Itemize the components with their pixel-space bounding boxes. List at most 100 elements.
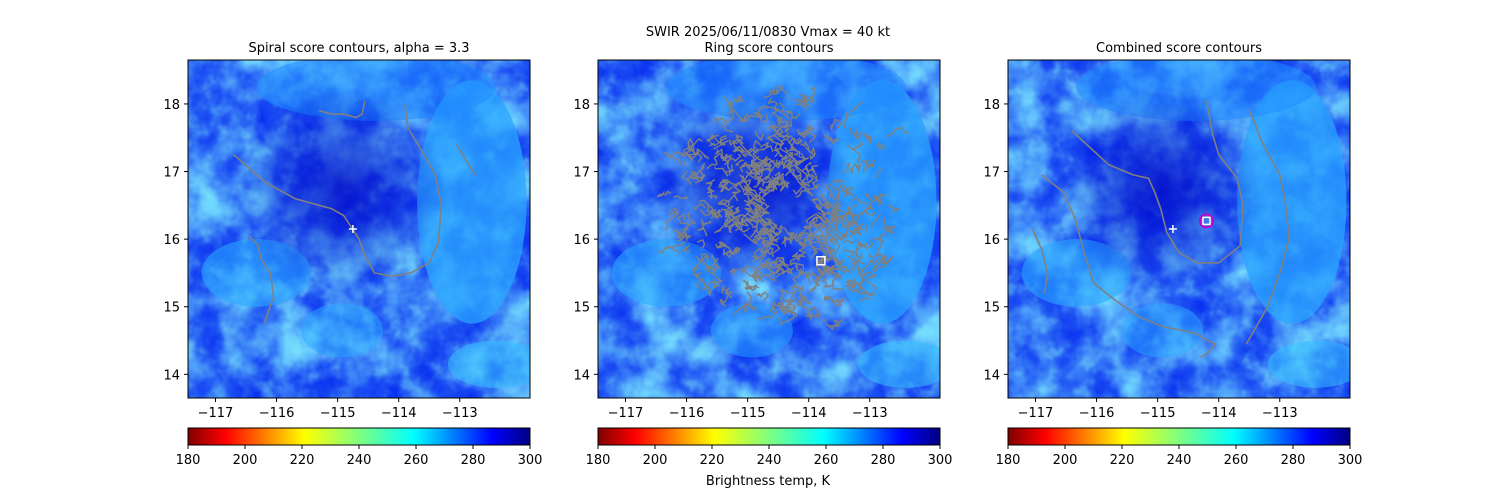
ring-contour [823,295,831,301]
ring-contour [831,265,844,272]
ring-contour [823,134,840,144]
ring-contour [769,304,779,315]
ring-contour [824,244,833,255]
ring-contour [696,239,706,249]
ring-contour [762,227,772,245]
ring-contour [718,241,730,249]
ring-contour [809,227,828,248]
ring-contour [824,183,834,195]
ring-contour [681,228,689,238]
ring-contour [793,232,802,238]
ring-contour [784,304,795,315]
ring-contour [787,232,803,241]
ring-contour [798,292,812,305]
ring-contour [825,229,843,243]
ring-contour [748,172,757,176]
colorbar-tick-label: 180 [586,453,611,468]
ring-contour [700,253,708,261]
ring-contour [780,136,790,147]
ring-contour [773,147,784,158]
y-tick-label: 16 [983,233,1000,248]
score-contour [248,235,275,324]
ring-contour [705,178,716,193]
ring-contour [728,153,742,162]
ring-contour [719,298,727,308]
ring-contour [810,246,817,259]
ring-contour [830,202,841,214]
cloud-band [1120,303,1203,358]
ring-contour [805,213,829,225]
ring-contour [728,219,752,234]
clear-region [239,87,445,290]
ring-contour [754,112,768,123]
ring-contour [686,153,699,163]
ring-contour [743,179,758,199]
colorbar-tick-label: 240 [1167,453,1192,468]
ring-contour [842,112,852,129]
ring-contour [831,271,842,288]
ring-contour [756,205,770,213]
ring-contour [858,209,877,217]
ring-contour [768,266,782,282]
x-tick-label: −116 [1079,406,1115,421]
ring-contour [765,106,780,115]
ring-contour [839,265,847,271]
ring-contour [743,265,758,283]
ring-contour [874,193,887,202]
ring-contour [764,167,772,181]
ring-contour [728,169,735,176]
ring-contour [750,155,760,167]
ring-contour [849,229,860,239]
ring-contour [875,255,894,268]
colorbar-tick-label: 180 [996,453,1021,468]
ring-contour [725,291,733,299]
ring-contour [830,118,842,131]
ring-contour [792,272,803,285]
ring-contour [761,241,768,251]
ring-contour [786,267,794,275]
ring-contour [743,233,761,244]
ring-contour [793,150,806,160]
ring-contour [886,226,896,235]
ring-contour [841,228,854,238]
ring-contour [682,244,690,252]
ring-contour [846,144,861,164]
x-tick-label: −113 [442,406,478,421]
ring-contour [774,171,786,185]
ring-contour [718,184,729,193]
ring-contour [834,297,846,308]
x-tick-label: −115 [730,406,766,421]
ring-contour [757,189,769,208]
ring-contour [870,236,883,242]
x-tick-label: −114 [791,406,827,421]
colorbar: 180 200 220 240 260 280 300 [586,427,952,468]
ring-contour [762,145,774,153]
ring-contour [835,221,843,236]
y-tick-label: 14 [983,368,1000,383]
ring-contour [767,125,780,142]
ring-contour [868,252,873,258]
ring-contour [845,278,858,291]
colorbar-tick-label: 240 [757,453,782,468]
ring-contour [794,174,811,187]
ring-contour [825,266,832,275]
ring-contour [809,268,822,293]
ring-contour [766,137,800,163]
colorbar-tick-label: 200 [1053,453,1078,468]
ring-contour [852,131,864,141]
ring-contour [711,254,719,267]
ring-contour [875,168,883,179]
x-tick-label: −117 [198,406,234,421]
ring-contour [859,241,874,249]
ring-contour [794,95,815,111]
ring-contour [822,276,834,288]
ring-contour [704,263,720,273]
ring-contour [866,224,869,235]
cloud-band [1267,340,1350,388]
ring-contour [867,281,878,290]
ring-contour [759,291,769,302]
ring-contour [755,130,764,141]
ring-contour [855,196,869,206]
colorbar-tick-label: 180 [176,453,201,468]
ring-contour [701,282,713,297]
